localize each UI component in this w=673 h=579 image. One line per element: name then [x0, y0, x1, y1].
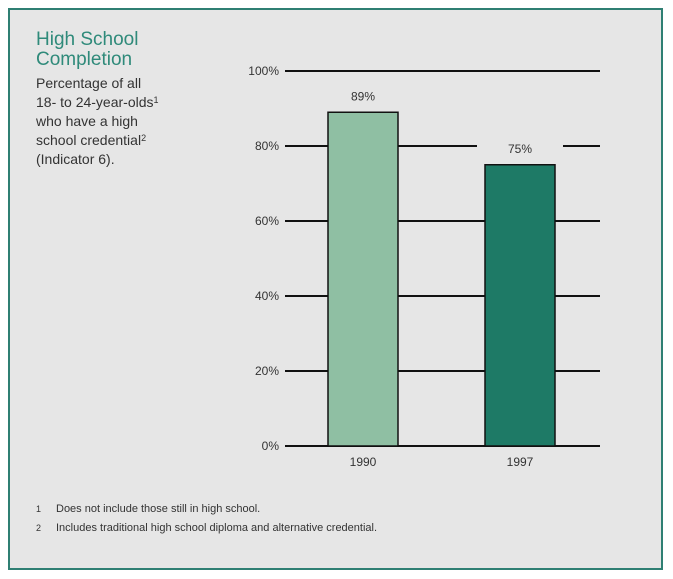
y-tick-label-1: 20% [255, 364, 279, 378]
data-label-1997: 75% [508, 142, 532, 156]
figure-title: High School Completion [36, 30, 196, 70]
title-line-2: Completion [36, 49, 133, 70]
footnote-2-mark: 2 [36, 523, 42, 533]
bar-1990 [327, 111, 399, 447]
x-axis-tick-labels: 1990 1997 [350, 455, 534, 469]
y-tick-label-0: 0% [262, 439, 280, 453]
footnote-1: 1 Does not include those still in high sc… [36, 500, 377, 519]
subtitle-line-5: (Indicator 6). [36, 151, 115, 167]
data-labels: 89% 75% [351, 89, 532, 156]
data-label-1990: 89% [351, 89, 375, 103]
bars [320, 84, 563, 447]
data-label-bg-0 [320, 84, 406, 107]
subtitle-line-1: Percentage of all [36, 75, 142, 91]
y-axis-tick-labels: 0% 20% 40% 60% 80% 100% [248, 64, 279, 453]
bar-1997 [484, 164, 556, 447]
title-line-1: High School [36, 29, 139, 50]
subtitle-line-2: 18- to 24-year-olds [36, 94, 154, 110]
y-tick-label-3: 60% [255, 214, 279, 228]
subtitle-line-3: who have a high [36, 113, 138, 129]
y-tick-label-4: 80% [255, 139, 279, 153]
x-tick-label-1990: 1990 [350, 455, 377, 469]
footnote-1-mark: 1 [36, 504, 42, 514]
footnotes: 1 Does not include those still in high sc… [36, 500, 377, 538]
y-tick-label-2: 40% [255, 289, 279, 303]
footnote-ref-2: 2 [141, 133, 147, 143]
figure-subtitle: Percentage of all 18- to 24-year-olds1 w… [36, 74, 216, 169]
footnote-1-text: Does not include those still in high sch… [56, 503, 261, 515]
subtitle-line-4: school credential [36, 132, 142, 148]
footnote-2: 2 Includes traditional high school diplom… [36, 519, 377, 538]
footnote-2-text: Includes traditional high school diploma… [56, 522, 378, 534]
data-label-bg-1 [477, 136, 563, 159]
x-tick-label-1997: 1997 [507, 455, 534, 469]
y-tick-label-5: 100% [248, 64, 279, 78]
footnote-ref-1: 1 [153, 95, 159, 105]
